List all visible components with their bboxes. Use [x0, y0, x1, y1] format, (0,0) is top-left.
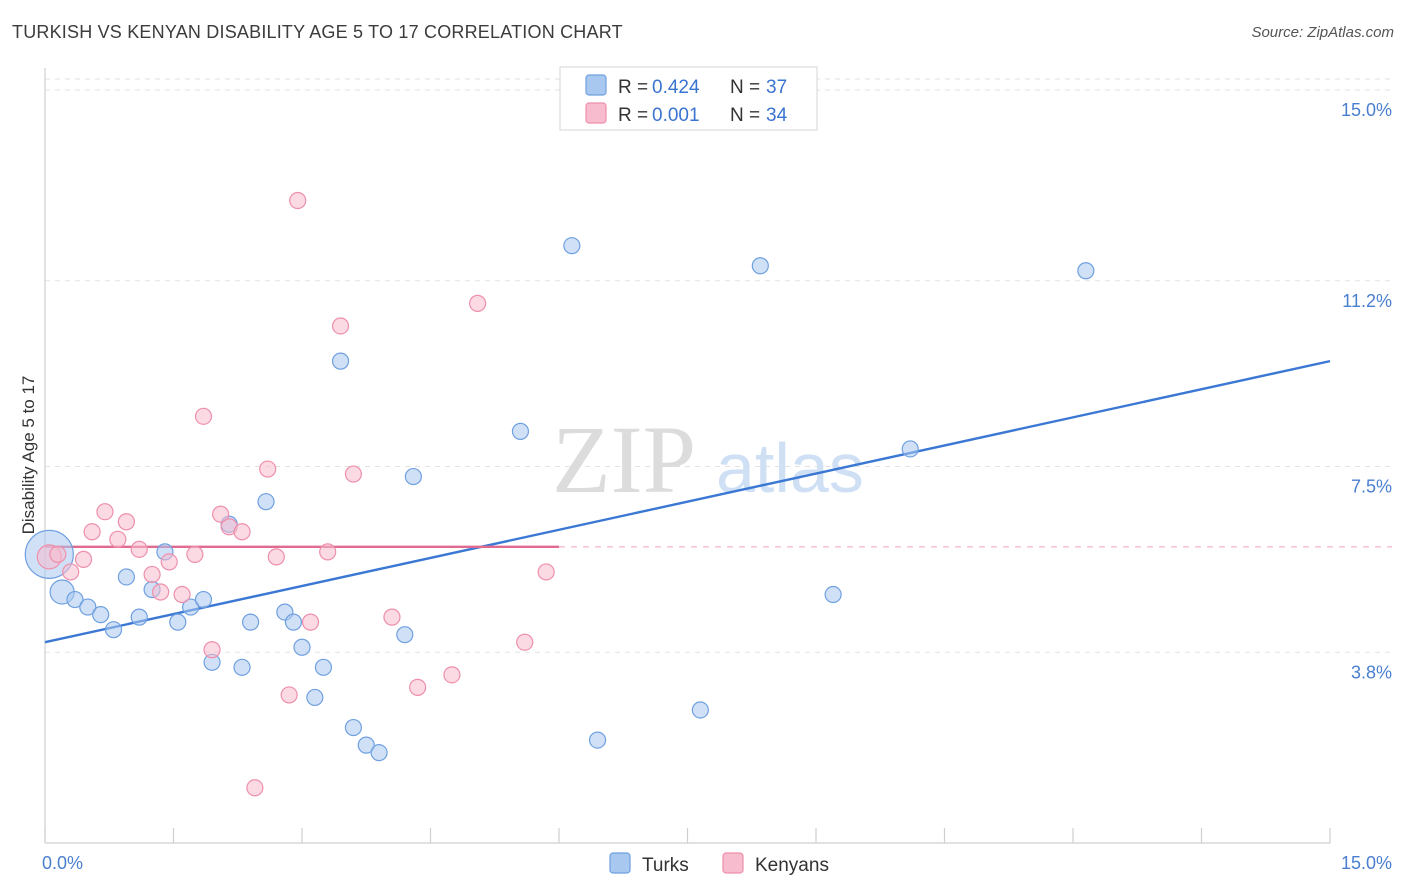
point-kenyans: [143, 565, 161, 584]
point-turks: [588, 731, 607, 749]
point-turks: [370, 744, 388, 762]
y-axis-label: Disability Age 5 to 17: [19, 376, 38, 535]
point-turks: [182, 598, 200, 616]
point-kenyans: [74, 550, 93, 568]
point-turks: [130, 608, 148, 626]
point-kenyans: [469, 294, 487, 312]
x-tick-label-start: 0.0%: [42, 853, 83, 873]
point-kenyans: [344, 465, 362, 483]
legend-n-value-kenyans: 34: [766, 105, 788, 126]
legend-n-label-turks: N =: [730, 77, 760, 98]
point-kenyans: [83, 523, 101, 541]
point-turks: [194, 590, 213, 609]
point-turks: [306, 688, 324, 707]
point-kenyans: [537, 563, 555, 581]
watermark: ZIP atlas: [552, 406, 864, 513]
point-turks: [751, 257, 769, 275]
point-turks: [257, 493, 275, 511]
point-turks: [511, 422, 530, 440]
point-kenyans: [233, 523, 251, 541]
point-turks: [344, 718, 362, 737]
y-tick-label: 11.2%: [1342, 291, 1392, 311]
point-kenyans: [109, 530, 127, 548]
bottom-legend-swatch-kenyans: [722, 852, 744, 874]
point-kenyans: [383, 608, 401, 626]
grid-lines: [45, 78, 1392, 653]
legend-swatch-kenyans: [585, 102, 607, 124]
trend-line-turks: [44, 359, 1331, 644]
point-turks: [92, 606, 110, 624]
legend-n-value-turks: 37: [766, 77, 787, 98]
point-turks: [117, 568, 135, 586]
point-kenyans: [194, 407, 213, 425]
point-turks: [314, 658, 333, 676]
point-kenyans: [160, 553, 178, 571]
point-kenyans: [117, 513, 135, 531]
point-kenyans: [331, 317, 350, 335]
point-turks: [331, 352, 350, 370]
legend-r-value-turks: 0.424: [652, 77, 700, 98]
point-kenyans: [96, 503, 114, 521]
point-turks: [691, 701, 709, 719]
data-points: [24, 191, 1095, 797]
point-kenyans: [246, 779, 264, 797]
bottom-legend: Turks Kenyans: [609, 852, 829, 876]
watermark-zip: ZIP: [552, 406, 696, 513]
point-turks: [901, 440, 919, 458]
bottom-legend-label-kenyans: Kenyans: [755, 855, 829, 876]
point-turks: [357, 736, 375, 754]
x-tick-labels: 0.0% 15.0%: [42, 853, 1392, 873]
point-kenyans: [212, 505, 230, 523]
point-kenyans: [301, 613, 320, 631]
point-turks: [104, 621, 123, 639]
source-credit: Source: ZipAtlas.com: [1251, 24, 1394, 41]
legend-r-label-kenyans: R =: [618, 105, 648, 126]
point-turks: [169, 613, 187, 631]
legend-swatch-turks: [585, 74, 607, 96]
y-tick-label: 3.8%: [1351, 662, 1392, 682]
point-kenyans: [203, 641, 221, 659]
point-kenyans: [289, 191, 307, 210]
point-turks: [1077, 262, 1095, 280]
legend-n-label-kenyans: N =: [730, 105, 760, 126]
point-turks: [396, 626, 414, 644]
point-turks: [293, 638, 311, 656]
legend: R = 0.424 N = 37 R = 0.001 N = 34: [559, 66, 818, 131]
point-kenyans: [267, 548, 285, 566]
point-kenyans: [62, 563, 80, 581]
point-turks: [79, 598, 97, 616]
point-kenyans: [49, 545, 67, 563]
point-kenyans: [152, 583, 170, 601]
axes: [44, 68, 1331, 844]
point-turks: [824, 585, 842, 604]
point-kenyans: [130, 540, 148, 558]
point-kenyans: [443, 666, 461, 684]
legend-r-value-kenyans: 0.001: [652, 105, 700, 126]
point-kenyans: [409, 678, 427, 696]
y-tick-labels: 3.8% 7.5% 11.2% 15.0%: [1341, 100, 1392, 682]
point-turks: [284, 613, 303, 631]
point-kenyans: [259, 460, 277, 478]
point-turks: [66, 590, 84, 609]
point-turks: [242, 613, 260, 631]
bottom-legend-swatch-turks: [609, 852, 631, 874]
point-kenyans: [173, 585, 191, 604]
y-tick-label: 15.0%: [1341, 100, 1392, 120]
x-tick-label-end: 15.0%: [1341, 853, 1392, 873]
point-kenyans: [516, 633, 534, 651]
point-kenyans: [280, 686, 298, 704]
chart-title: TURKISH VS KENYAN DISABILITY AGE 5 TO 17…: [12, 22, 623, 42]
point-turks: [404, 467, 422, 486]
point-kenyans: [186, 545, 204, 563]
point-kenyans: [319, 543, 337, 561]
legend-r-label-turks: R =: [618, 77, 648, 98]
point-turks: [563, 237, 581, 255]
point-turks: [233, 658, 251, 676]
y-tick-label: 7.5%: [1351, 477, 1392, 497]
bottom-legend-label-turks: Turks: [642, 855, 689, 876]
trend-lines: [44, 359, 1392, 644]
